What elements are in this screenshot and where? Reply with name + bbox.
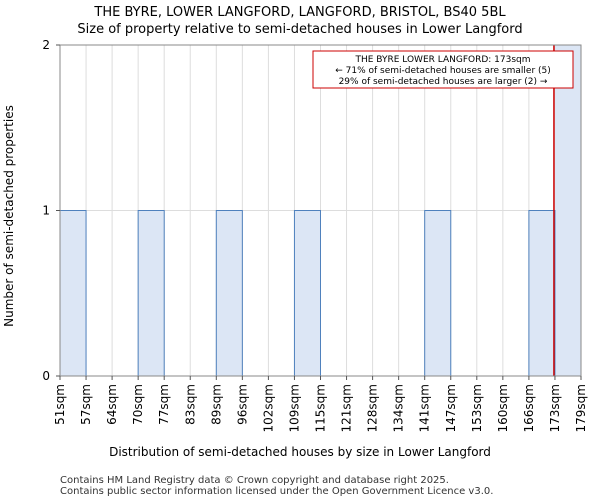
x-tick-label: 134sqm (392, 384, 406, 432)
bar-109sqm (293, 210, 322, 377)
x-tick-label: 77sqm (157, 384, 171, 425)
annotation-frame (312, 50, 574, 89)
y-axis: 0 1 2 (42, 38, 60, 383)
x-tick-label: 109sqm (287, 384, 301, 432)
x-tick-label: 89sqm (209, 384, 223, 425)
x-tick-label: 147sqm (444, 384, 458, 432)
x-tick-label: 51sqm (53, 384, 67, 425)
x-tick-label: 70sqm (131, 384, 145, 425)
y-tick-label: 1 (42, 204, 50, 218)
x-tick-label: 57sqm (79, 384, 93, 425)
x-axis-label: Distribution of semi-detached houses by … (109, 445, 491, 459)
annotation-line-1: THE BYRE LOWER LANGFORD: 173sqm (354, 55, 530, 65)
bar-141sqm (424, 210, 452, 377)
y-tick-label: 2 (42, 38, 50, 52)
footer-line-2: Contains public sector information licen… (60, 486, 493, 497)
footer-line-1: Contains HM Land Registry data © Crown c… (60, 475, 449, 486)
y-tick-label: 0 (42, 369, 50, 383)
annotation-line-2: ← 71% of semi-detached houses are smalle… (335, 66, 551, 76)
x-tick-label: 102sqm (261, 384, 275, 432)
chart-subtitle: Size of property relative to semi-detach… (77, 22, 522, 37)
x-tick-label: 166sqm (522, 384, 536, 432)
annotation-line-3: 29% of semi-detached houses are larger (… (339, 77, 548, 87)
bars (59, 210, 556, 377)
x-tick-label: 96sqm (235, 384, 249, 425)
x-tick-label: 83sqm (183, 384, 197, 425)
x-tick-label: 64sqm (105, 384, 119, 425)
x-tick-label: 173sqm (548, 384, 562, 432)
bar-166sqm (528, 210, 556, 377)
x-axis: 51sqm 57sqm 64sqm 70sqm 77sqm 83sqm 89sqm 96sqm… (53, 376, 588, 432)
x-tick-label: 141sqm (418, 384, 432, 432)
x-tick-label: 121sqm (340, 384, 354, 432)
x-tick-label: 160sqm (496, 384, 510, 432)
highlight-bin (554, 45, 581, 376)
chart-title: THE BYRE, LOWER LANGFORD, LANGFORD, BRIS… (93, 5, 506, 20)
x-tick-label: 179sqm (574, 384, 588, 432)
y-axis-label: Number of semi-detached properties (2, 105, 16, 327)
bar-89sqm (215, 210, 243, 377)
bar-70sqm (137, 210, 165, 377)
highlight-region (554, 45, 581, 376)
annotation-box: THE BYRE LOWER LANGFORD: 173sqm ← 71% of… (312, 50, 574, 89)
x-tick-label: 153sqm (470, 384, 484, 432)
bar-51sqm (59, 210, 87, 377)
x-tick-label: 128sqm (366, 384, 380, 432)
x-tick-label: 115sqm (314, 384, 328, 432)
